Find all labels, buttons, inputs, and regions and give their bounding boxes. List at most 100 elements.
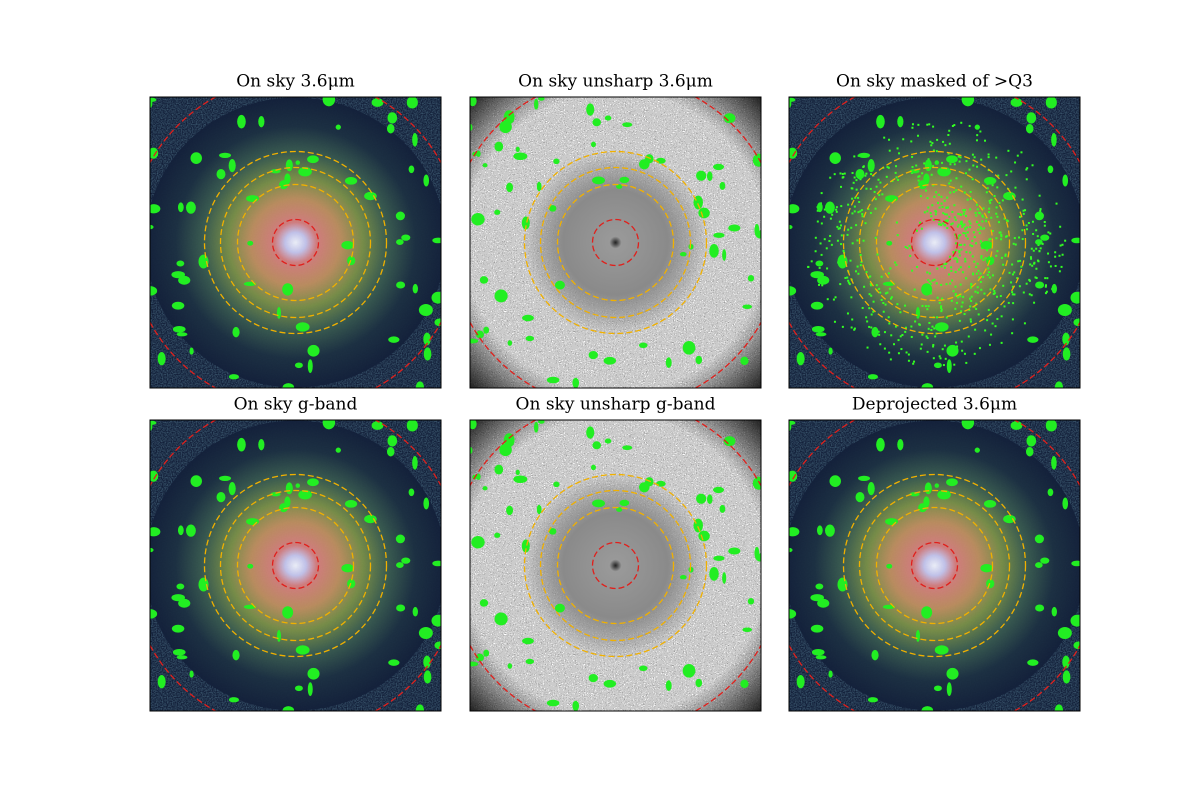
mask-pixel [1022, 212, 1025, 215]
mask-pixel [959, 234, 962, 237]
mask-blob [307, 359, 313, 374]
mask-blob [482, 163, 488, 168]
mask-pixel [895, 263, 898, 266]
mask-pixel [854, 196, 857, 199]
mask-pixel [878, 333, 881, 336]
mask-pixel [966, 198, 969, 201]
mask-blob [294, 362, 303, 369]
mask-pixel [830, 243, 833, 246]
mask-blob [1045, 420, 1057, 432]
mask-pixel [1011, 318, 1014, 321]
mask-blob [1062, 655, 1070, 669]
mask-pixel [960, 220, 963, 223]
mask-pixel [862, 239, 865, 242]
mask-blob [572, 377, 580, 388]
mask-blob [470, 420, 477, 430]
mask-pixel [942, 364, 945, 367]
mask-pixel [949, 255, 952, 258]
mask-pixel [993, 195, 996, 198]
mask-pixel [955, 301, 958, 304]
ring [858, 489, 1011, 642]
mask-pixel [847, 281, 850, 284]
mask-blob [546, 699, 560, 707]
mask-blob [752, 153, 761, 167]
ring [858, 166, 1011, 319]
mask-pixel [941, 161, 944, 164]
mask-pixel [944, 357, 947, 360]
mask-pixel [860, 209, 863, 212]
mask-pixel [1061, 253, 1064, 256]
mask-pixel [954, 294, 957, 297]
mask-pixel [1043, 224, 1046, 227]
mask-blob [592, 118, 601, 127]
mask-pixel [958, 254, 961, 257]
mask-blob [665, 680, 672, 691]
mask-blob [546, 376, 560, 384]
mask-blob [190, 475, 202, 487]
mask-pixel [936, 267, 939, 270]
mask-blob [817, 598, 830, 608]
mask-blob [924, 482, 932, 495]
mask-pixel [1007, 301, 1010, 304]
mask-pixel [1026, 167, 1029, 170]
mask-blob [946, 667, 959, 680]
mask-pixel [918, 175, 921, 178]
mask-pixel [840, 205, 843, 208]
mask-pixel [1032, 232, 1035, 235]
mask-blob [483, 649, 490, 657]
mask-pixel [942, 212, 945, 215]
mask-pixel [976, 208, 979, 211]
mask-pixel [991, 184, 994, 187]
mask-blob [586, 103, 595, 116]
ring [236, 506, 355, 625]
mask-pixel [959, 156, 962, 159]
mask-pixel [978, 223, 981, 226]
mask-blob [1034, 534, 1044, 544]
mask-pixel [851, 197, 854, 200]
mask-blob [307, 667, 320, 680]
mask-pixel [940, 195, 943, 198]
mask-blob [482, 486, 488, 491]
mask-pixel [998, 221, 1001, 224]
mask-pixel [1001, 199, 1004, 202]
mask-blob [150, 527, 161, 537]
mask-pixel [943, 199, 946, 202]
mask-blob [431, 614, 441, 627]
mask-blob [665, 357, 672, 368]
mask-blob [867, 482, 875, 496]
mask-pixel [846, 233, 849, 236]
mask-blob [828, 670, 833, 678]
mask-pixel [1013, 237, 1016, 240]
mask-pixel [1007, 149, 1010, 152]
mask-pixel [934, 209, 937, 212]
mask-blob [176, 332, 188, 337]
mask-blob [298, 489, 312, 500]
mask-blob [789, 147, 798, 159]
mask-pixel [962, 209, 965, 212]
mask-pixel [929, 140, 932, 143]
mask-pixel [893, 343, 896, 346]
mask-pixel [911, 155, 914, 158]
mask-pixel [870, 326, 873, 329]
ring [842, 473, 1027, 658]
mask-pixel [935, 150, 938, 153]
mask-blob [506, 505, 514, 516]
mask-pixel [1004, 253, 1007, 256]
mask-pixel [1002, 263, 1005, 266]
mask-blob [1051, 455, 1057, 470]
mask-pixel [986, 249, 989, 252]
mask-blob [1045, 97, 1057, 109]
mask-pixel [911, 126, 914, 129]
mask-pixel [968, 168, 971, 171]
mask-blob [810, 301, 824, 310]
mask-pixel [889, 297, 892, 300]
mask-pixel [912, 362, 915, 365]
mask-pixel [1058, 254, 1061, 257]
mask-pixel [976, 134, 979, 137]
mask-pixel [1004, 254, 1007, 257]
mask-blob [513, 475, 528, 484]
mask-pixel [1021, 198, 1024, 201]
mask-blob [341, 564, 354, 573]
mask-pixel [869, 211, 872, 214]
mask-blob [237, 114, 246, 129]
